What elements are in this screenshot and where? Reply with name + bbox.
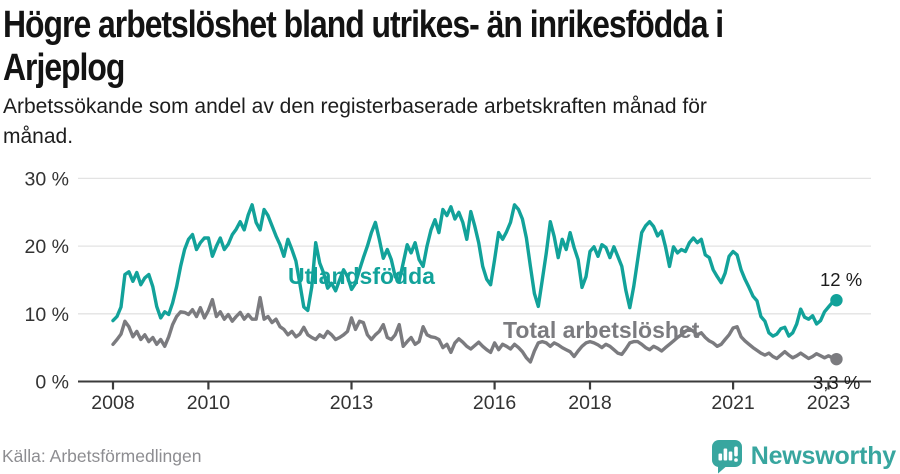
y-tick-label: 20 % [25, 236, 69, 258]
chart-labels: 0 % 10 % 20 % 30 % 2008 2010 2013 2016 2018 2021 2… [25, 168, 863, 414]
x-axis [78, 380, 871, 390]
x-tick-label: 2016 [473, 392, 516, 414]
series-label-utlandsfodda: Utlandsfödda [288, 263, 435, 289]
newsworthy-logo-icon [711, 440, 742, 474]
chart-subtitle-line-2: månad. [3, 125, 74, 148]
series-end-dot-total [830, 352, 843, 366]
series-line-utlandsfodda [111, 203, 839, 338]
end-value-label-utlandsfodda: 12 % [820, 269, 862, 290]
y-tick-label: 0 % [35, 372, 69, 394]
chart-subtitle: Arbetssökande som andel av den registerb… [3, 92, 707, 152]
x-tick-label: 2010 [187, 392, 231, 414]
page-title-line-2: Arjeplog [3, 46, 125, 89]
y-tick-label: 30 % [25, 168, 69, 190]
y-tick-label: 10 % [25, 304, 69, 326]
series-line-total [111, 295, 839, 364]
page-title-line-1: Högre arbetslöshet bland utrikes- än inr… [3, 4, 724, 46]
brand-name: Newsworthy [750, 441, 896, 470]
chart-subtitle-line-1: Arbetssökande som andel av den registerb… [3, 95, 707, 118]
source-note: Källa: Arbetsförmedlingen [2, 446, 202, 466]
page-title: Högre arbetslöshet bland utrikes- än inr… [3, 4, 724, 89]
x-tick-label: 2013 [330, 392, 373, 414]
series-lines [111, 203, 843, 366]
x-tick-label: 2023 [807, 392, 850, 414]
series-end-dot-utlandsfodda [830, 294, 843, 307]
x-tick-label: 2021 [711, 392, 754, 414]
x-tick-label: 2008 [91, 392, 134, 414]
brand-footer: Newsworthy [710, 438, 896, 474]
x-tick-label: 2018 [568, 392, 611, 414]
series-label-total: Total arbetslöshet [503, 317, 700, 343]
end-value-label-total: 3,3 % [813, 372, 860, 393]
